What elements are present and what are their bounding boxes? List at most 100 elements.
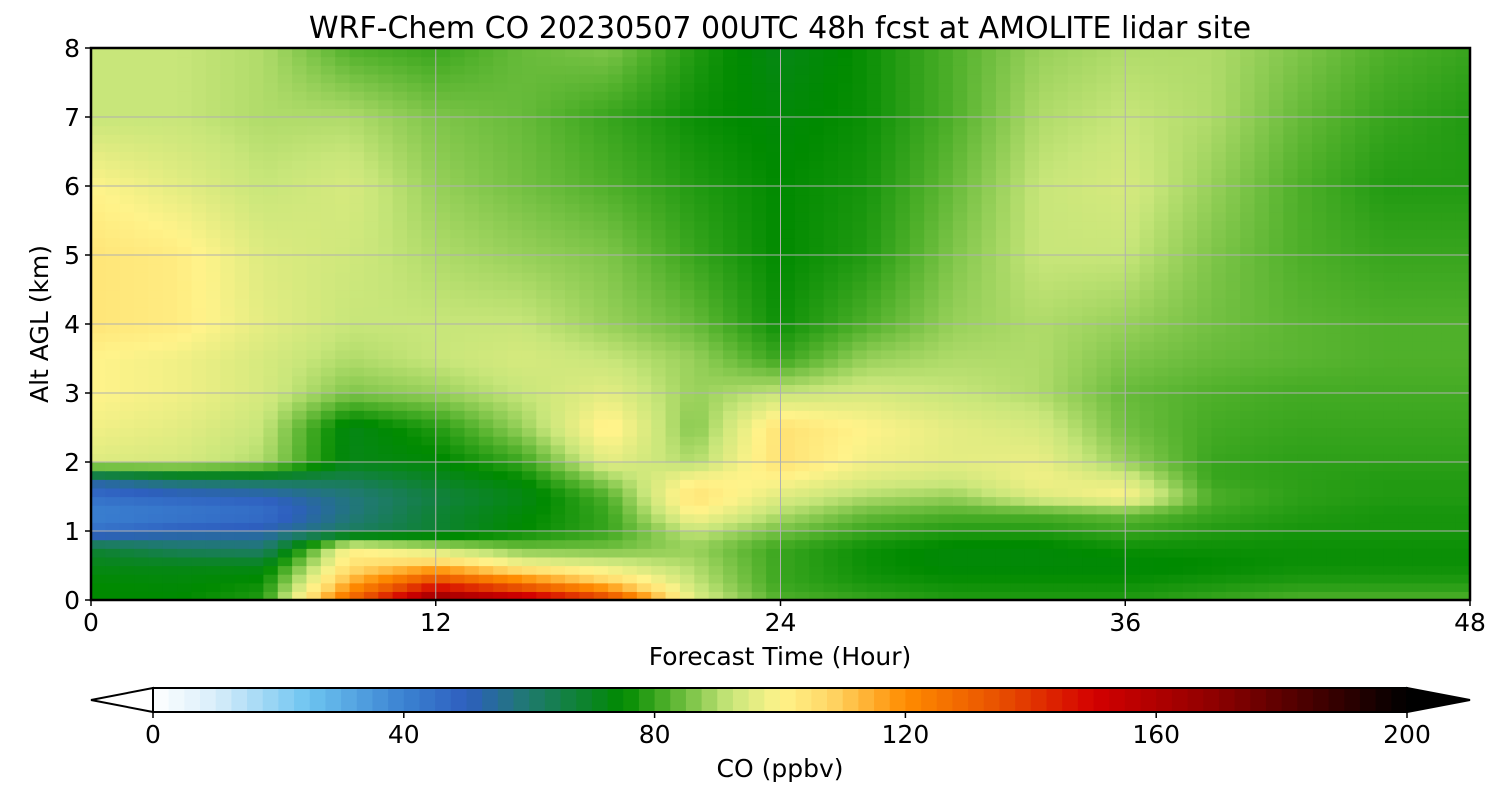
heatmap-cell — [1340, 280, 1356, 291]
heatmap-cell — [1297, 168, 1313, 178]
heatmap-cell — [177, 358, 193, 368]
heatmap-cell — [119, 479, 135, 489]
heatmap-cell — [1268, 280, 1284, 291]
heatmap-cell — [1311, 470, 1327, 480]
heatmap-cell — [1125, 151, 1141, 161]
heatmap-cell — [435, 186, 451, 196]
heatmap-cell — [694, 298, 710, 308]
heatmap-cell — [967, 341, 983, 351]
heatmap-cell — [1398, 591, 1414, 601]
heatmap-cell — [277, 436, 293, 446]
heatmap-cell — [277, 160, 293, 170]
heatmap-cell — [1024, 177, 1040, 187]
heatmap-cell — [823, 186, 839, 196]
heatmap-cell — [234, 375, 250, 385]
heatmap-cell — [1369, 306, 1385, 316]
heatmap-cell — [981, 255, 997, 265]
heatmap-cell — [608, 453, 624, 463]
heatmap-cell — [708, 280, 724, 291]
heatmap-cell — [1297, 324, 1313, 334]
heatmap-cell — [1326, 289, 1342, 299]
heatmap-cell — [1268, 384, 1284, 394]
heatmap-cell — [234, 349, 250, 360]
heatmap-cell — [249, 306, 264, 316]
heatmap-cell — [995, 505, 1011, 515]
heatmap-cell — [105, 306, 121, 316]
heatmap-cell — [119, 427, 135, 437]
heatmap-cell — [766, 151, 782, 161]
heatmap-cell — [1311, 548, 1327, 558]
heatmap-cell — [1426, 306, 1442, 316]
heatmap-cell — [1398, 393, 1414, 403]
heatmap-cell — [1110, 427, 1126, 437]
heatmap-cell — [335, 505, 351, 515]
heatmap-cell — [1110, 298, 1126, 308]
heatmap-cell — [162, 358, 178, 368]
heatmap-cell — [1010, 453, 1026, 463]
heatmap-cell — [751, 220, 767, 230]
heatmap-cell — [593, 263, 609, 273]
heatmap-cell — [205, 539, 221, 549]
heatmap-cell — [1283, 470, 1299, 480]
heatmap-cell — [1197, 453, 1213, 463]
heatmap-cell — [1110, 384, 1126, 394]
heatmap-cell — [134, 263, 150, 273]
heatmap-cell — [1182, 548, 1198, 558]
heatmap-cell — [1053, 272, 1069, 282]
heatmap-cell — [1067, 211, 1083, 222]
heatmap-cell — [780, 479, 796, 489]
heatmap-cell — [995, 315, 1011, 325]
heatmap-cell — [766, 203, 782, 213]
heatmap-cell — [335, 237, 351, 247]
heatmap-cell — [1197, 427, 1213, 437]
heatmap-cell — [407, 349, 422, 360]
heatmap-cell — [1355, 186, 1371, 196]
heatmap-cell — [177, 211, 193, 222]
heatmap-cell — [263, 263, 279, 273]
heatmap-cell — [521, 513, 537, 523]
heatmap-cell — [378, 194, 394, 204]
heatmap-cell — [1369, 531, 1385, 541]
heatmap-cell — [335, 349, 351, 360]
heatmap-cell — [737, 522, 753, 532]
heatmap-cell — [349, 280, 365, 291]
heatmap-cell — [924, 531, 940, 541]
heatmap-cell — [1053, 306, 1069, 316]
heatmap-cell — [464, 384, 480, 394]
heatmap-cell — [1412, 462, 1428, 472]
heatmap-cell — [723, 194, 738, 204]
heatmap-cell — [694, 591, 710, 601]
heatmap-cell — [263, 367, 279, 377]
heatmap-cell — [809, 211, 825, 222]
heatmap-cell — [478, 436, 494, 446]
heatmap-cell — [1240, 384, 1256, 394]
heatmap-cell — [1096, 177, 1112, 187]
heatmap-cell — [1010, 548, 1026, 558]
heatmap-cell — [1297, 246, 1313, 256]
heatmap-cell — [1426, 220, 1442, 230]
heatmap-cell — [1283, 418, 1299, 429]
heatmap-cell — [1039, 211, 1055, 222]
heatmap-cell — [1039, 349, 1055, 360]
heatmap-cell — [1426, 289, 1442, 299]
heatmap-cell — [723, 220, 738, 230]
heatmap-cell — [608, 462, 624, 472]
heatmap-cell — [1067, 453, 1083, 463]
heatmap-cell — [608, 470, 624, 480]
heatmap-cell — [435, 160, 451, 170]
heatmap-cell — [1082, 220, 1098, 230]
heatmap-cell — [1412, 151, 1428, 161]
heatmap-cell — [292, 194, 308, 204]
heatmap-cell — [1283, 168, 1299, 178]
heatmap-cell — [378, 513, 394, 523]
heatmap-cell — [708, 427, 724, 437]
heatmap-cell — [1340, 324, 1356, 334]
heatmap-cell — [363, 229, 379, 239]
heatmap-cell — [119, 531, 135, 541]
heatmap-cell — [924, 513, 940, 523]
heatmap-cell — [866, 384, 882, 394]
heatmap-cell — [1197, 375, 1213, 385]
heatmap-cell — [1110, 306, 1126, 316]
heatmap-cell — [1268, 556, 1284, 567]
heatmap-cell — [1067, 289, 1083, 299]
